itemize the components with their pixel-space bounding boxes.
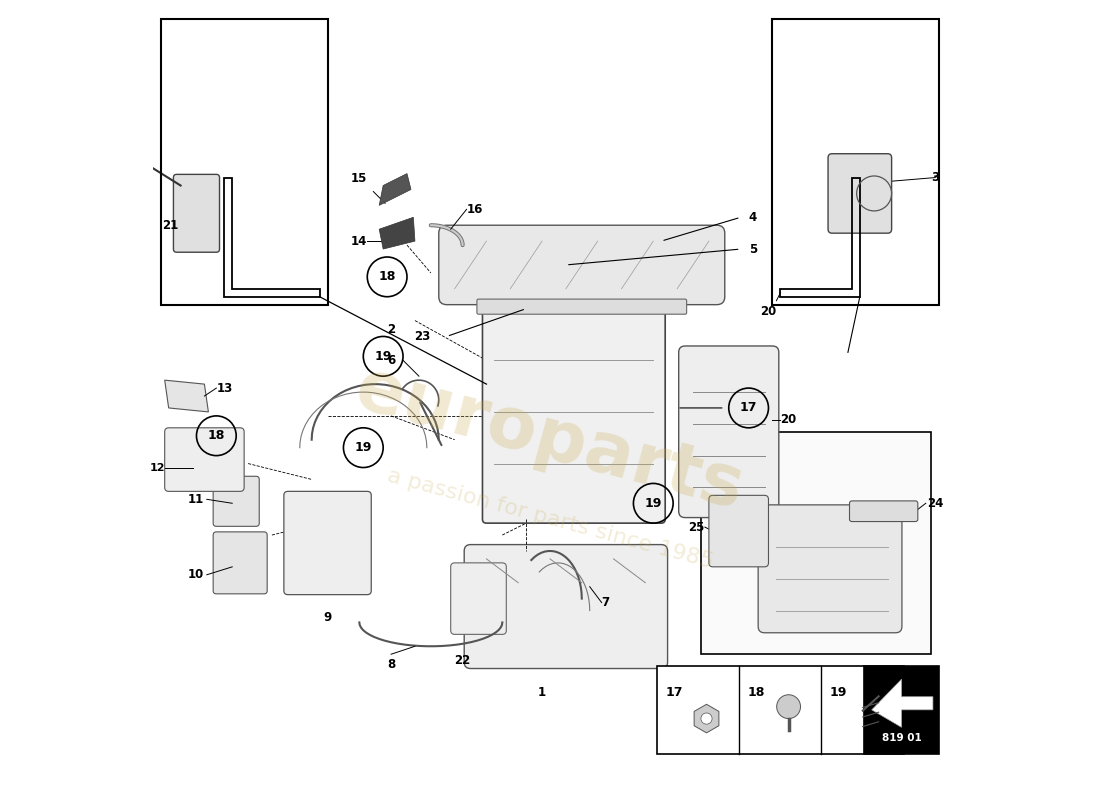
Text: 24: 24 xyxy=(927,497,944,510)
Text: 1: 1 xyxy=(538,686,546,699)
Text: 7: 7 xyxy=(602,596,609,609)
FancyBboxPatch shape xyxy=(451,563,506,634)
Text: 14: 14 xyxy=(351,234,367,248)
Text: 12: 12 xyxy=(150,462,165,473)
FancyBboxPatch shape xyxy=(483,293,666,523)
Text: 6: 6 xyxy=(387,354,395,366)
Polygon shape xyxy=(379,174,411,206)
Text: 9: 9 xyxy=(323,610,332,623)
FancyBboxPatch shape xyxy=(174,174,220,252)
FancyBboxPatch shape xyxy=(708,495,769,567)
Text: 2: 2 xyxy=(387,323,395,337)
Bar xyxy=(864,666,939,754)
FancyBboxPatch shape xyxy=(213,532,267,594)
FancyBboxPatch shape xyxy=(464,545,668,669)
Text: 5: 5 xyxy=(749,242,757,255)
Text: 23: 23 xyxy=(415,330,431,343)
Text: europarts: europarts xyxy=(349,354,751,525)
Text: 11: 11 xyxy=(188,493,205,506)
Text: 19: 19 xyxy=(829,686,847,699)
Text: 819 01: 819 01 xyxy=(882,733,922,742)
Text: 16: 16 xyxy=(466,203,483,216)
Text: 18: 18 xyxy=(747,686,764,699)
Text: 3: 3 xyxy=(932,171,939,184)
Text: 20: 20 xyxy=(780,414,796,426)
FancyBboxPatch shape xyxy=(284,491,372,594)
Text: 8: 8 xyxy=(387,658,395,671)
Polygon shape xyxy=(379,218,415,249)
Bar xyxy=(772,18,939,305)
Text: 18: 18 xyxy=(378,270,396,283)
Circle shape xyxy=(701,713,712,724)
Bar xyxy=(658,666,903,754)
Text: 19: 19 xyxy=(374,350,392,363)
Text: 18: 18 xyxy=(208,430,226,442)
FancyBboxPatch shape xyxy=(679,346,779,518)
Text: 21: 21 xyxy=(163,218,178,232)
Text: 17: 17 xyxy=(740,402,758,414)
FancyBboxPatch shape xyxy=(165,428,244,491)
Text: 15: 15 xyxy=(351,173,367,186)
FancyBboxPatch shape xyxy=(213,476,260,526)
Text: a passion for parts since 1985: a passion for parts since 1985 xyxy=(385,466,715,573)
FancyBboxPatch shape xyxy=(828,154,892,233)
FancyArrowPatch shape xyxy=(420,402,441,445)
Bar xyxy=(161,18,328,305)
FancyBboxPatch shape xyxy=(477,299,686,314)
Text: 4: 4 xyxy=(749,210,757,224)
Text: 25: 25 xyxy=(689,521,705,534)
Text: 13: 13 xyxy=(217,382,232,394)
Text: 20: 20 xyxy=(760,305,777,318)
Text: 22: 22 xyxy=(454,654,471,667)
Text: 19: 19 xyxy=(354,441,372,454)
Text: 17: 17 xyxy=(666,686,683,699)
Polygon shape xyxy=(165,380,208,412)
FancyBboxPatch shape xyxy=(439,226,725,305)
Polygon shape xyxy=(872,679,933,727)
Text: 19: 19 xyxy=(645,497,662,510)
Circle shape xyxy=(777,694,801,718)
FancyBboxPatch shape xyxy=(758,505,902,633)
FancyBboxPatch shape xyxy=(849,501,917,522)
Text: 10: 10 xyxy=(188,568,205,582)
Bar xyxy=(701,432,932,654)
